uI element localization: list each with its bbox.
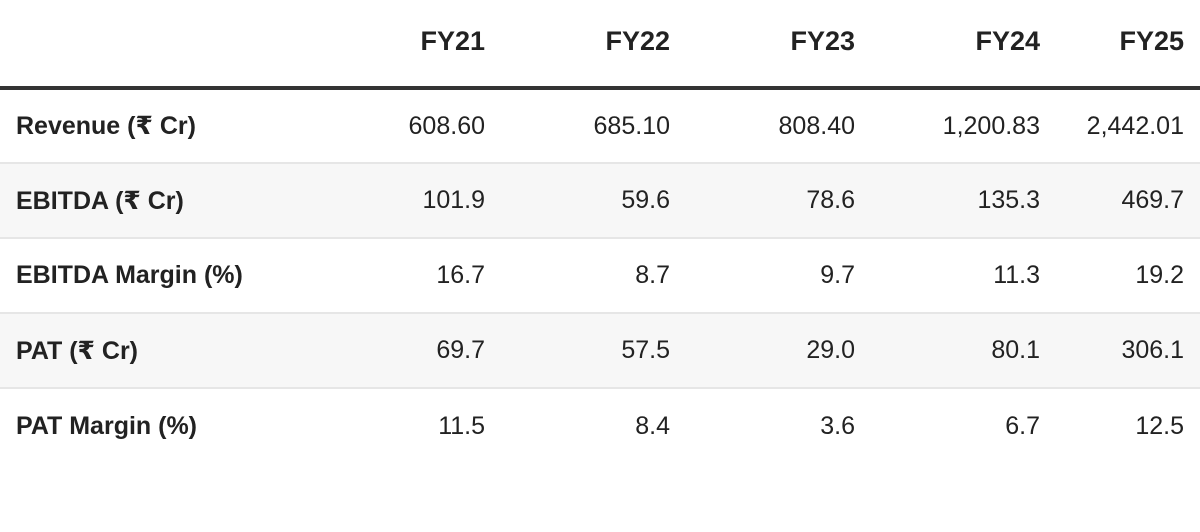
table-row-ebitda: EBITDA (₹ Cr) 101.9 59.6 78.6 135.3 469.… [0, 163, 1200, 239]
cell-value: 11.3 [855, 238, 1040, 314]
cell-value: 135.3 [855, 163, 1040, 239]
table-row-revenue: Revenue (₹ Cr) 608.60 685.10 808.40 1,20… [0, 88, 1200, 164]
table-row-pat-margin: PAT Margin (%) 11.5 8.4 3.6 6.7 12.5 [0, 388, 1200, 463]
header-fy22: FY22 [485, 0, 670, 90]
cell-value: 19.2 [1040, 238, 1200, 314]
cell-value: 59.6 [485, 163, 670, 239]
cell-value: 29.0 [670, 313, 855, 389]
cell-value: 12.5 [1135, 411, 1184, 440]
cell-value: 101.9 [300, 163, 485, 239]
cell-value: 8.7 [485, 238, 670, 314]
cell-value: 57.5 [485, 313, 670, 389]
row-label: PAT Margin (%) [16, 411, 198, 440]
cell-value: 2,442.01 [1040, 88, 1200, 164]
cell-value: 1,200.83 [855, 88, 1040, 164]
cell-value: 306.1 [1040, 313, 1200, 389]
row-label: PAT (₹ Cr) [0, 313, 300, 389]
cell-value: 8.4 [635, 411, 670, 440]
cell-value: 608.60 [300, 88, 485, 164]
row-label: Revenue (₹ Cr) [0, 88, 300, 164]
header-fy21: FY21 [300, 0, 485, 90]
cell-value: 80.1 [855, 313, 1040, 389]
row-label: EBITDA (₹ Cr) [0, 163, 300, 239]
cell-value: 11.5 [438, 411, 485, 440]
cell-value: 808.40 [670, 88, 855, 164]
cell-value: 78.6 [670, 163, 855, 239]
cell-value: 9.7 [670, 238, 855, 314]
header-fy24: FY24 [855, 0, 1040, 90]
cell-value: 69.7 [300, 313, 485, 389]
financial-summary-table: FY21 FY22 FY23 FY24 FY25 Revenue (₹ Cr) … [0, 0, 1200, 463]
header-fy23: FY23 [670, 0, 855, 90]
table-row-pat: PAT (₹ Cr) 69.7 57.5 29.0 80.1 306.1 [0, 313, 1200, 389]
row-label: EBITDA Margin (%) [0, 238, 300, 314]
table-header-row: FY21 FY22 FY23 FY24 FY25 [0, 0, 1200, 90]
header-label-cell [0, 0, 300, 90]
cell-value: 3.6 [820, 411, 855, 440]
cell-value: 6.7 [1005, 411, 1040, 440]
cell-value: 469.7 [1040, 163, 1200, 239]
cell-value: 16.7 [300, 238, 485, 314]
table-row-ebitda-margin: EBITDA Margin (%) 16.7 8.7 9.7 11.3 19.2 [0, 238, 1200, 314]
cell-value: 685.10 [485, 88, 670, 164]
header-fy25: FY25 [1040, 0, 1200, 90]
